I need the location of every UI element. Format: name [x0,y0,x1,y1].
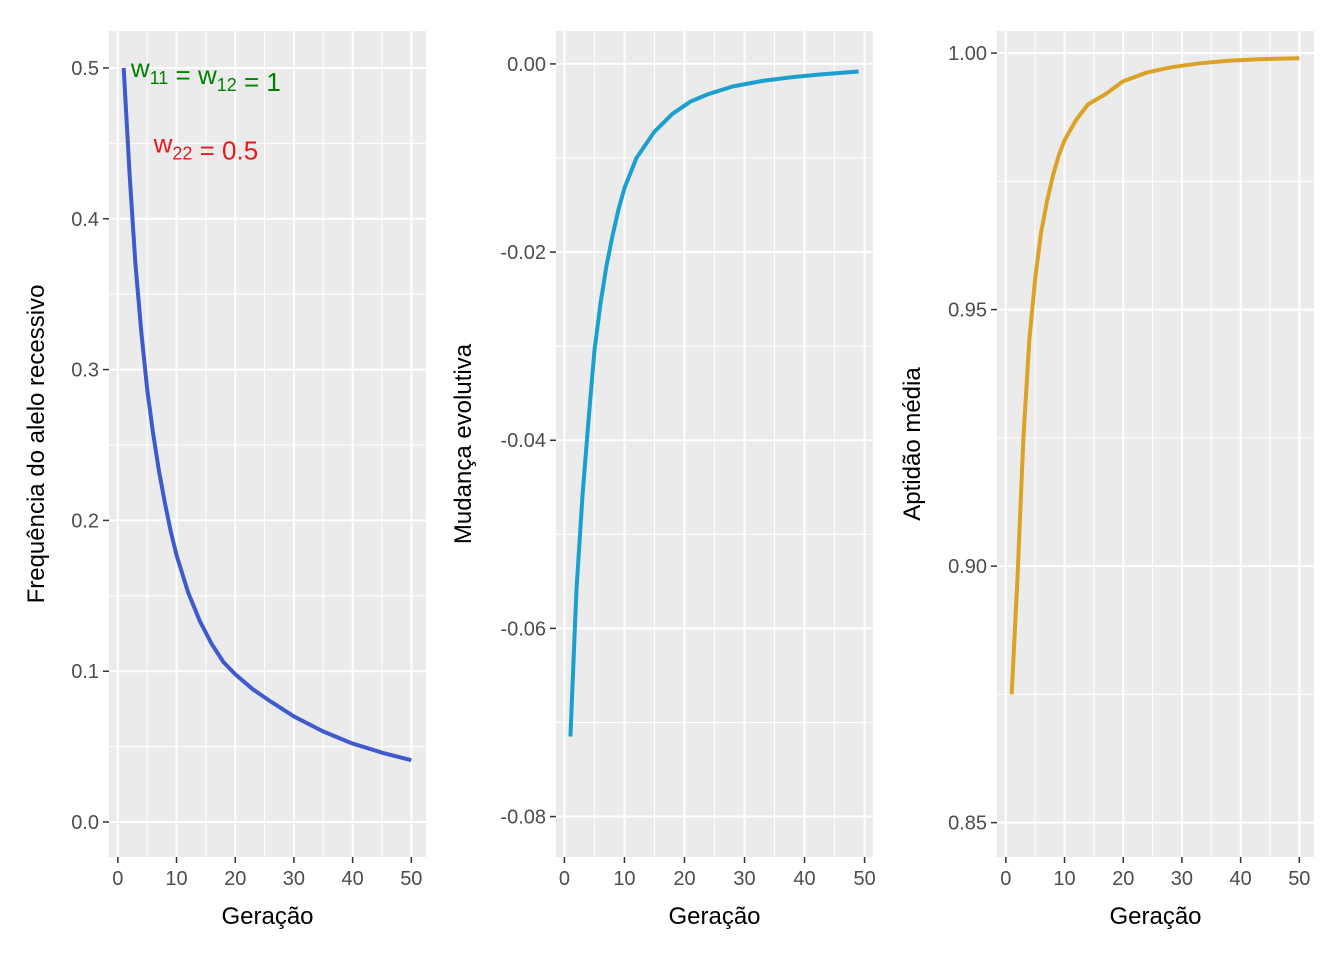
x-tick-label: 30 [733,868,755,890]
annotation-label: w22 = 0.5 [153,128,259,165]
y-tick-label: 0.00 [507,54,546,76]
panel-evolutionary-change: 0 10 20 30 40 50 0.00 -0.02 -0.04 -0.06 -0.08 Geraç… [450,31,876,930]
x-tick-label: 40 [1229,868,1251,890]
y-axis-title: Aptidão média [899,367,926,521]
y-tick-label: 0.85 [948,813,987,835]
panel-allele-frequency: 0 10 20 30 40 50 0.0 0.1 0.2 0.3 0.4 0.5 Geração Freq… [23,31,426,930]
annotation-label: w11 = w12 = 1 [130,53,281,97]
y-tick-label: 0.4 [71,209,99,231]
x-tick-label: 0 [559,868,570,890]
y-tick-label: 0.90 [948,556,987,578]
panel-background [997,31,1314,857]
series-line [121,67,412,763]
x-tick-label: 0 [1000,868,1011,890]
x-tick-label: 40 [341,868,363,890]
x-tick-label: 40 [793,868,815,890]
x-tick-label: 30 [283,868,305,890]
x-tick-label: 10 [1053,868,1075,890]
panel-background [109,31,426,857]
x-tick-label: 20 [1112,868,1134,890]
y-tick-label: -0.04 [500,430,546,452]
x-tick-label: 50 [400,868,422,890]
x-tick-label: 20 [673,868,695,890]
y-tick-label: -0.02 [500,242,546,264]
y-tick-label: 0.0 [71,812,99,834]
y-axis-title: Mudança evolutiva [450,343,477,544]
x-tick-label: 50 [1288,868,1310,890]
y-tick-label: 1.00 [948,43,987,65]
panel-mean-fitness: 0 10 20 30 40 50 0.85 0.90 0.95 1.00 Geração Aptidã… [899,31,1314,930]
y-tick-label: -0.06 [500,618,546,640]
x-tick-label: 20 [224,868,246,890]
x-tick-label: 50 [853,868,875,890]
y-tick-label: 0.1 [71,661,99,683]
x-tick-label: 30 [1171,868,1193,890]
y-tick-label: 0.2 [71,510,99,532]
x-tick-label: 10 [165,868,187,890]
x-axis-title: Geração [221,903,313,930]
y-tick-label: 0.3 [71,360,99,382]
y-tick-label: 0.5 [71,58,99,80]
series-line [1009,56,1300,695]
series-line [568,69,859,737]
y-axis-title: Frequência do alelo recessivo [23,285,50,604]
x-tick-label: 0 [112,868,123,890]
x-axis-title: Geração [668,903,760,930]
x-tick-label: 10 [613,868,635,890]
y-tick-label: -0.08 [500,807,546,829]
y-tick-label: 0.95 [948,300,987,322]
x-axis-title: Geração [1109,903,1201,930]
